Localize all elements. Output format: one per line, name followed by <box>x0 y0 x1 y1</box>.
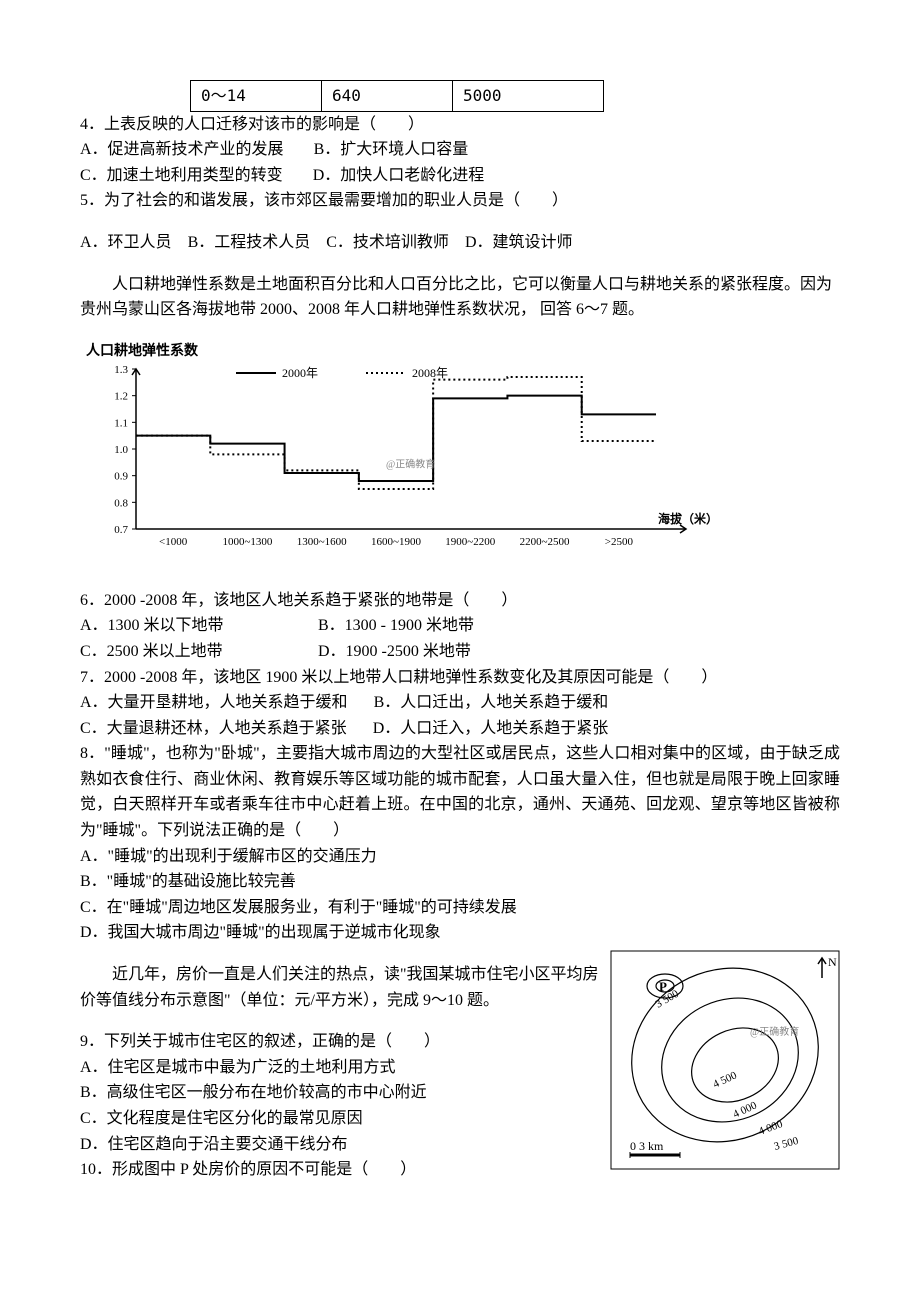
svg-text:0.7: 0.7 <box>114 524 128 536</box>
question-4-options: A．促进高新技术产业的发展 B．扩大环境人口容量 C．加速土地利用类型的转变 D… <box>80 137 840 188</box>
question-5-options: A．环卫人员 B．工程技术人员 C．技术培训教师 D．建筑设计师 <box>80 230 840 256</box>
option-d: D．我国大城市周边"睡城"的出现属于逆城市化现象 <box>80 920 840 946</box>
question-7-options: A．大量开垦耕地，人地关系趋于缓和 B．人口迁出，人地关系趋于缓和 C．大量退耕… <box>80 690 840 741</box>
option-a: A．1300 米以下地带 <box>80 613 300 639</box>
option-c: C．在"睡城"周边地区发展服务业，有利于"睡城"的可持续发展 <box>80 895 840 921</box>
chart-title: 人口耕地弹性系数 <box>86 339 840 361</box>
svg-text:0.9: 0.9 <box>114 471 128 483</box>
svg-text:1300~1600: 1300~1600 <box>297 536 347 548</box>
watermark: @正确教育 <box>750 1025 799 1038</box>
option-c: C．技术培训教师 <box>326 230 449 256</box>
svg-text:1.3: 1.3 <box>114 364 128 376</box>
option-b: B．1300 - 1900 米地带 <box>318 613 474 639</box>
table-cell: 5000 <box>453 81 604 112</box>
option-a: A．"睡城"的出现利于缓解市区的交通压力 <box>80 844 840 870</box>
p-label: P <box>659 979 667 994</box>
question-5-stem: 5．为了社会的和谐发展，该市郊区最需要增加的职业人员是（ ） <box>80 188 840 214</box>
question-7-stem: 7．2000 -2008 年，该地区 1900 米以上地带人口耕地弹性系数变化及… <box>80 665 840 691</box>
option-d: D．人口迁入，人地关系趋于紧张 <box>373 716 609 742</box>
option-c: C．加速土地利用类型的转变 <box>80 163 283 189</box>
svg-text:1.0: 1.0 <box>114 444 128 456</box>
svg-text:1600~1900: 1600~1900 <box>371 536 421 548</box>
svg-text:1000~1300: 1000~1300 <box>222 536 272 548</box>
svg-text:1900~2200: 1900~2200 <box>445 536 495 548</box>
option-a: A．环卫人员 <box>80 230 172 256</box>
question-6-stem: 6．2000 -2008 年，该地区人地关系趋于紧张的地带是（ ） <box>80 588 840 614</box>
question-4-stem: 4．上表反映的人口迁移对该市的影响是（ ） <box>80 112 840 138</box>
option-a: A．促进高新技术产业的发展 <box>80 137 284 163</box>
table-cell: 0～14 <box>191 81 322 112</box>
option-d: D．加快人口老龄化进程 <box>313 163 485 189</box>
option-c: C．2500 米以上地带 <box>80 639 300 665</box>
svg-text:2000年: 2000年 <box>282 366 318 380</box>
question-8-stem: 8．"睡城"，也称为"卧城"，主要指大城市周边的大型社区或居民点，这些人口相对集… <box>80 741 840 843</box>
svg-text:0.8: 0.8 <box>114 497 128 509</box>
svg-text:>2500: >2500 <box>605 536 634 548</box>
svg-text:1.2: 1.2 <box>114 391 128 403</box>
svg-text:海拔（米）: 海拔（米） <box>658 511 718 526</box>
option-d: D．建筑设计师 <box>465 230 573 256</box>
elasticity-chart: 人口耕地弹性系数 0.7 0.8 0.9 1.0 1.1 1.2 1.3 <1000 1000~… <box>86 339 840 582</box>
partial-table: 0～14 640 5000 <box>190 80 604 112</box>
option-b: B．扩大环境人口容量 <box>314 137 469 163</box>
option-a: A．大量开垦耕地，人地关系趋于缓和 <box>80 690 348 716</box>
option-c: C．大量退耕还林，人地关系趋于紧张 <box>80 716 347 742</box>
table-cell: 640 <box>322 81 453 112</box>
price-contour-map: N P 3 500 4 000 4 500 4 000 3 500 @正确教育 … <box>610 950 840 1170</box>
svg-text:<1000: <1000 <box>159 536 188 548</box>
svg-text:2200~2500: 2200~2500 <box>520 536 570 548</box>
option-d: D．1900 -2500 米地带 <box>318 639 471 665</box>
passage-6-7: 人口耕地弹性系数是土地面积百分比和人口百分比之比，它可以衡量人口与耕地关系的紧张… <box>80 272 840 323</box>
svg-text:2008年: 2008年 <box>412 366 448 380</box>
chart-svg: 0.7 0.8 0.9 1.0 1.1 1.2 1.3 <1000 1000~1300 1300~… <box>86 363 726 573</box>
svg-text:@正确教育: @正确教育 <box>386 458 435 471</box>
north-label: N <box>828 955 837 969</box>
scale-text: 0 3 km <box>630 1139 664 1153</box>
option-b: B．人口迁出，人地关系趋于缓和 <box>374 690 609 716</box>
option-b: B．"睡城"的基础设施比较完善 <box>80 869 840 895</box>
question-6-options: A．1300 米以下地带 B．1300 - 1900 米地带 C．2500 米以… <box>80 613 840 664</box>
svg-text:1.1: 1.1 <box>114 417 128 429</box>
option-b: B．工程技术人员 <box>188 230 311 256</box>
